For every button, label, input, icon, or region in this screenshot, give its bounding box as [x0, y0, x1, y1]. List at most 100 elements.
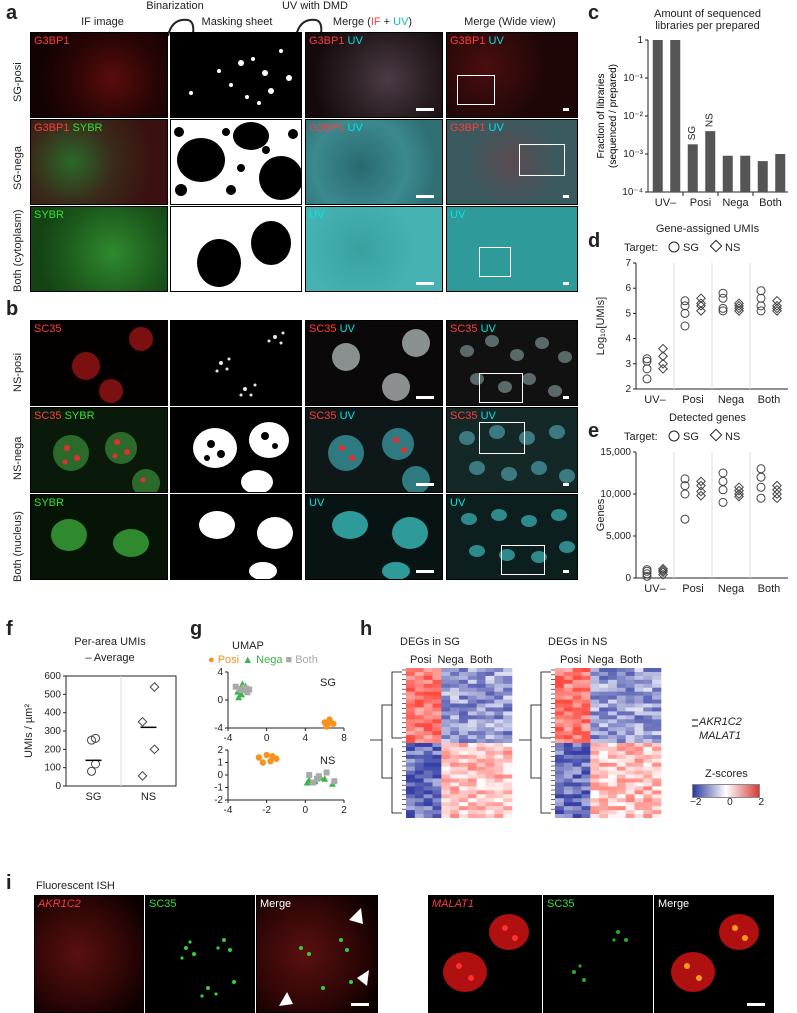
- heatmap-cell: [432, 739, 442, 744]
- heatmap-cell: [414, 723, 424, 728]
- bar-annotation: NS: [704, 113, 715, 127]
- heatmap-cell: [467, 668, 477, 673]
- heatmap-cell: [555, 719, 565, 724]
- heatmap-cell: [590, 707, 600, 712]
- heatmap-cell: [634, 671, 644, 677]
- heatmap-cell: [563, 758, 573, 764]
- heatmap-cell: [634, 687, 644, 692]
- heatmap-cell: [581, 762, 591, 767]
- heatmap-cell: [608, 679, 618, 685]
- heatmap-cell: [625, 810, 635, 815]
- heatmap-cell: [503, 711, 513, 716]
- heatmap-cell: [476, 778, 486, 783]
- heatmap-cell: [634, 770, 644, 775]
- panel-a-letter: a: [6, 2, 18, 24]
- heatmap-cell: [616, 695, 626, 700]
- heatmap-cell: [494, 798, 504, 803]
- heatmap-cell: [608, 794, 618, 799]
- zoom-box: [519, 144, 565, 176]
- heatmap-cell: [581, 806, 591, 811]
- point-sg: [718, 293, 728, 303]
- heatmap-cell: [652, 802, 662, 807]
- heatmap-cell: [572, 707, 582, 712]
- heatmap-cell: [423, 746, 433, 752]
- heatmap-cell: [476, 754, 486, 760]
- heatmap-cell: [441, 719, 451, 724]
- heatmap-cell: [599, 786, 609, 791]
- scale-bar: [416, 108, 434, 111]
- heatmap-cell: [432, 786, 442, 791]
- heatmap-cell: [608, 735, 618, 740]
- heatmap-cell: [555, 798, 565, 803]
- heatmap-cell: [581, 671, 591, 677]
- heatmap-cell: [459, 715, 469, 720]
- heatmap-cell: [450, 668, 460, 673]
- panel-h-letter: h: [360, 618, 373, 640]
- heatmap-cell: [494, 802, 504, 807]
- heatmap-cell: [555, 707, 565, 712]
- heatmap-cell: [476, 786, 486, 791]
- heatmap-cell: [572, 754, 582, 760]
- ish-merge-left: Merge: [256, 895, 378, 1013]
- heatmap-cell: [643, 683, 653, 689]
- heatmap-cell: [590, 750, 600, 756]
- heatmap-cell: [503, 770, 513, 775]
- heatmap-cell: [572, 695, 582, 700]
- heatmap-cell: [590, 758, 600, 764]
- heatmap-cell: [476, 790, 486, 795]
- heatmap-cell: [406, 743, 416, 748]
- heatmap-cell: [414, 750, 424, 756]
- heatmap-cell: [625, 766, 635, 771]
- heatmap-cell: [625, 778, 635, 783]
- heatmap-cell: [616, 723, 626, 728]
- x-group-label: UV–: [655, 197, 677, 209]
- heatmap-cell: [652, 735, 662, 740]
- heatmap-cell: [555, 699, 565, 704]
- heatmap-cell: [459, 703, 469, 708]
- point-sg: [718, 497, 728, 507]
- heatmap-cell: [616, 746, 626, 752]
- heatmap-cell: [476, 746, 486, 752]
- heatmap-cell: [503, 735, 513, 740]
- point-posi: [326, 716, 333, 723]
- bar: [722, 155, 733, 192]
- heatmap-cell: [441, 711, 451, 716]
- row-label-sg-posi: SG-posi: [12, 62, 24, 102]
- heatmap-cell: [406, 727, 416, 732]
- heatmap-cell: [414, 758, 424, 764]
- heatmap-cell: [423, 707, 433, 712]
- point-sg: [680, 489, 690, 499]
- heatmap-cell: [616, 675, 626, 681]
- heatmap-cell: [414, 671, 424, 677]
- heatmap-cell: [634, 766, 644, 771]
- image-g3bp1-sg-posi: G3BP1: [30, 32, 168, 118]
- heatmap-cell: [485, 774, 495, 779]
- gene-label-malat1: MALAT1: [699, 730, 741, 742]
- arrowhead-icon: [349, 908, 363, 924]
- heatmap-cell: [450, 707, 460, 712]
- y-tick-label: 500: [44, 689, 61, 700]
- heatmap-cell: [441, 703, 451, 708]
- heatmap-cell: [423, 699, 433, 704]
- heatmap-cell: [459, 668, 469, 673]
- heatmap-cell: [643, 703, 653, 708]
- heatmap-cell: [616, 671, 626, 677]
- heatmap-cell: [555, 810, 565, 815]
- heatmap-cell: [441, 774, 451, 779]
- y-tick-label: 10,000: [600, 489, 631, 500]
- heatmap-cell: [616, 810, 626, 815]
- heatmap-cell: [406, 794, 416, 799]
- heatmap-cell: [441, 802, 451, 807]
- heatmap-cell: [494, 782, 504, 787]
- heatmap-cell: [476, 687, 486, 692]
- point-both: [246, 686, 253, 693]
- panel-e-letter: e: [588, 420, 600, 442]
- heatmap-cell: [572, 766, 582, 771]
- heatmap-cell: [494, 739, 504, 744]
- heatmap-cell: [616, 699, 626, 704]
- heatmap-cell: [423, 735, 433, 740]
- heatmap-cell: [581, 782, 591, 787]
- heatmap-cell: [423, 683, 433, 689]
- heatmap-cell: [432, 715, 442, 720]
- heatmap-cell: [423, 762, 433, 767]
